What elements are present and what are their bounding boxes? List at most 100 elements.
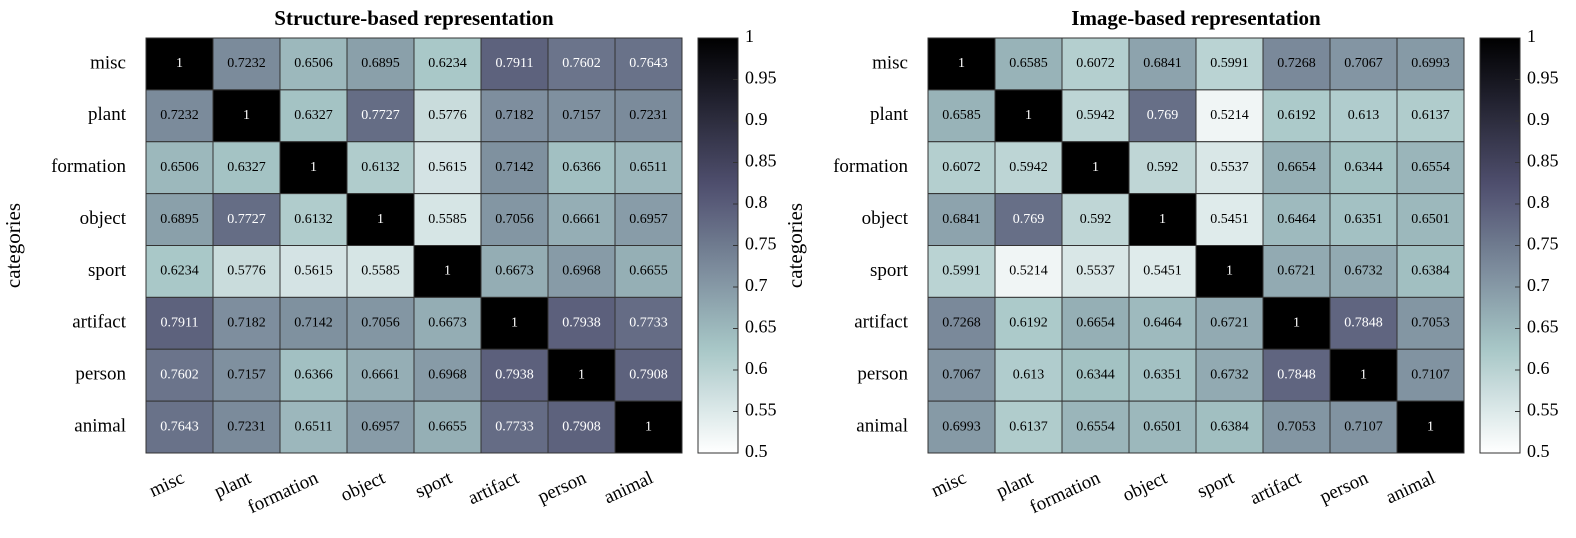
cell-label: 0.6721	[1210, 316, 1249, 331]
cell-label: 0.7938	[562, 316, 601, 331]
cell-label: 0.6968	[562, 264, 601, 279]
cell-label: 0.6993	[942, 419, 981, 434]
row-label: sport	[870, 260, 909, 281]
cell-label: 0.7848	[1344, 316, 1383, 331]
heatmap-cell	[279, 400, 348, 454]
cell-label: 0.6072	[942, 160, 981, 175]
column-label: person	[535, 467, 590, 508]
heatmap-cell	[927, 348, 996, 402]
heatmap-cell	[145, 400, 214, 454]
colorbar-tick-label: 0.75	[1527, 234, 1559, 254]
heatmap-panel: Structure-based representation categories…	[1, 6, 777, 518]
heatmap-cell	[1262, 400, 1331, 454]
colorbar-tick-label: 0.65	[1527, 317, 1559, 337]
cell-label: 0.6344	[1344, 160, 1383, 175]
row-label: artifact	[72, 312, 127, 333]
y-axis-label: categories	[783, 203, 807, 288]
cell-label: 0.6968	[428, 367, 467, 382]
colorbar-tick-label: 0.95	[745, 68, 777, 88]
cell-label: 0.7142	[294, 316, 333, 331]
cell-label: 0.7643	[160, 419, 199, 434]
cell-label: 0.6192	[1277, 108, 1316, 123]
cell-label: 0.5776	[428, 108, 467, 123]
row-label: formation	[833, 156, 908, 177]
colorbar-tick-label: 0.7	[1527, 275, 1550, 295]
cell-label: 0.6673	[428, 316, 467, 331]
y-axis-label: categories	[1, 203, 25, 288]
heatmap-cell	[1128, 348, 1197, 402]
cell-label: 0.7938	[495, 367, 534, 382]
cell-label: 1	[377, 212, 384, 227]
cell-label: 0.7053	[1411, 316, 1450, 331]
cell-label: 0.7908	[629, 367, 668, 382]
heatmap-cell	[1128, 245, 1197, 298]
cell-label: 0.6344	[1076, 367, 1115, 382]
cell-label: 0.5537	[1076, 264, 1115, 279]
heatmap-cell	[1262, 348, 1331, 402]
column-label: formation	[1027, 467, 1104, 518]
cell-label: 0.6957	[629, 212, 668, 227]
cell-label: 0.6732	[1210, 367, 1249, 382]
cell-label: 1	[243, 108, 250, 123]
heatmap-cell	[1195, 400, 1264, 454]
cell-label: 0.6554	[1076, 419, 1115, 434]
heatmap-cell	[547, 296, 616, 350]
heatmap-cell	[994, 400, 1063, 454]
cell-label: 1	[176, 56, 183, 71]
colorbar-tick-label: 0.55	[745, 400, 777, 420]
cell-label: 0.6506	[160, 160, 199, 175]
heatmap-cell	[480, 141, 549, 195]
cell-label: 0.6554	[1411, 160, 1450, 175]
column-label: artifact	[1247, 467, 1305, 509]
cell-label: 0.7911	[496, 56, 534, 71]
cell-label: 0.6511	[295, 419, 333, 434]
heatmap-cell	[279, 37, 348, 91]
heatmap-cell	[994, 348, 1063, 402]
heatmap-cell	[413, 348, 482, 402]
colorbar-tick-label: 0.65	[745, 317, 777, 337]
cell-label: 0.5214	[1210, 108, 1249, 123]
heatmap-cell	[346, 193, 415, 246]
cell-label: 0.6366	[294, 367, 333, 382]
heatmap-cell	[1128, 296, 1197, 350]
heatmap-cell	[413, 296, 482, 350]
heatmap-cell	[1128, 141, 1197, 195]
cell-label: 0.6661	[562, 212, 601, 227]
cell-label: 0.5776	[227, 264, 266, 279]
cell-label: 0.5537	[1210, 160, 1249, 175]
row-label: object	[862, 208, 909, 229]
cell-label: 0.7067	[1344, 56, 1383, 71]
cell-label: 0.7733	[629, 316, 668, 331]
cell-label: 0.6327	[294, 108, 333, 123]
colorbar-tick-label: 1	[1527, 26, 1536, 46]
cell-label: 0.7232	[160, 108, 199, 123]
heatmap-cell	[994, 193, 1063, 246]
cell-label: 1	[1360, 367, 1367, 382]
heatmap-cell	[547, 141, 616, 195]
heatmap-cell	[1061, 193, 1130, 246]
cell-label: 0.7107	[1411, 367, 1450, 382]
row-label: person	[857, 364, 908, 385]
cell-label: 0.6351	[1143, 367, 1182, 382]
row-label: artifact	[854, 312, 909, 333]
row-label: plant	[88, 104, 127, 125]
cell-label: 0.5214	[1009, 264, 1048, 279]
heatmap-cell	[547, 245, 616, 298]
heatmap-cell	[480, 348, 549, 402]
cell-label: 0.7268	[942, 316, 981, 331]
cell-label: 0.7157	[562, 108, 601, 123]
chart-title: Structure-based representation	[274, 6, 554, 30]
cell-label: 1	[1159, 212, 1166, 227]
heatmap-cell	[1396, 37, 1465, 91]
heatmap-cell	[212, 89, 281, 143]
cell-label: 1	[1427, 419, 1434, 434]
cell-label: 0.6234	[428, 56, 467, 71]
cell-label: 0.6501	[1143, 419, 1182, 434]
cell-label: 0.6234	[160, 264, 199, 279]
cell-label: 1	[645, 419, 652, 434]
cell-label: 0.7067	[942, 367, 981, 382]
heatmap-cell	[212, 348, 281, 402]
heatmap-cell	[1262, 193, 1331, 246]
heatmap-cell	[994, 296, 1063, 350]
colorbar-tick-label: 0.85	[1527, 151, 1559, 171]
